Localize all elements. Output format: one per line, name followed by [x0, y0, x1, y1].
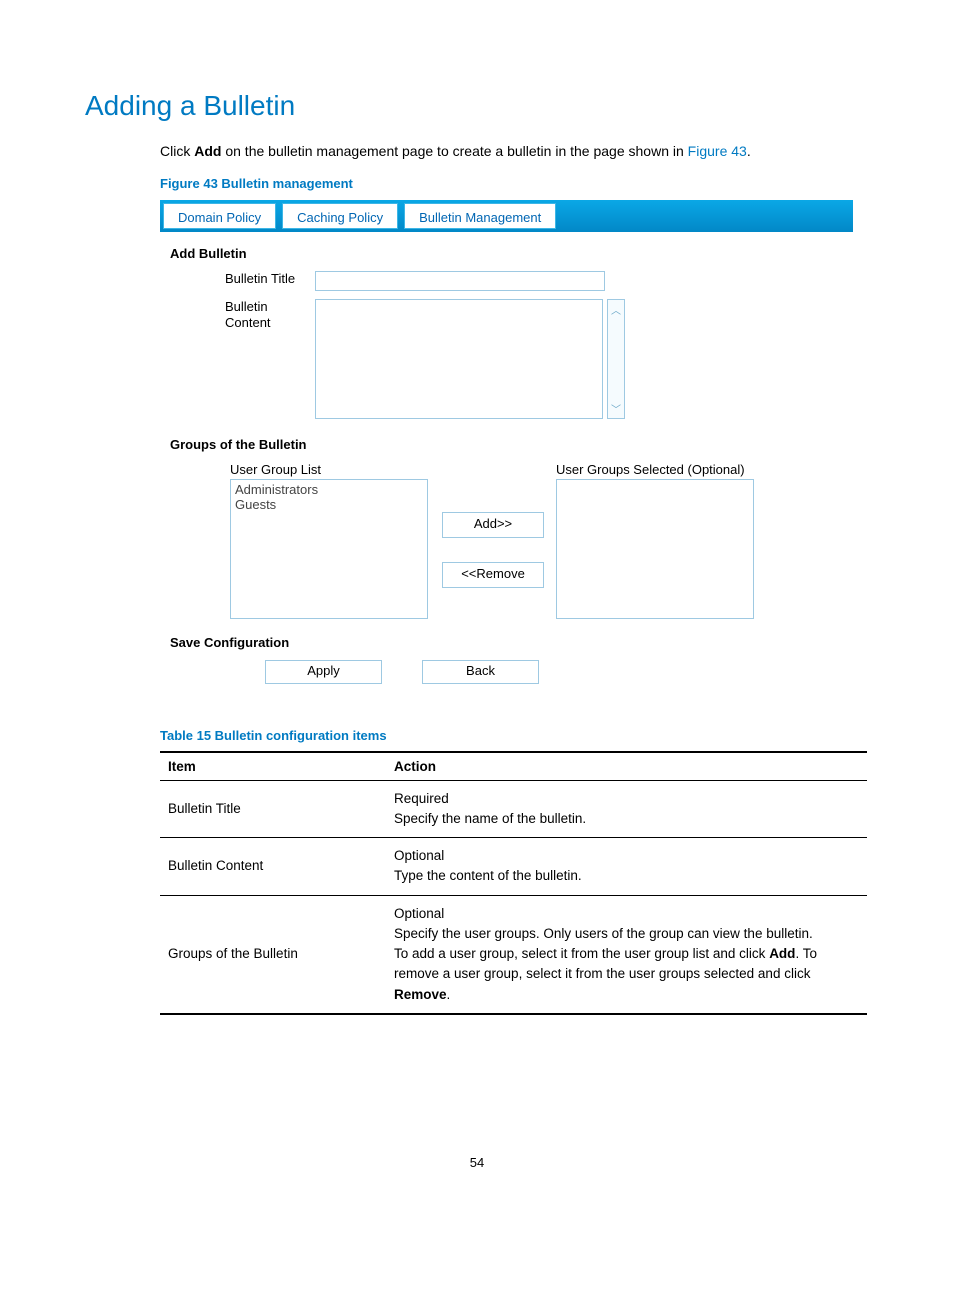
add-button[interactable]: Add>> [442, 512, 544, 538]
tab-bulletin-management[interactable]: Bulletin Management [404, 203, 556, 229]
action-line: Specify the user groups. Only users of t… [394, 924, 859, 944]
section-groups: Groups of the Bulletin [170, 437, 843, 452]
listbox-selected-groups[interactable] [556, 479, 754, 619]
action-line: Specify the name of the bulletin. [394, 809, 859, 829]
th-action: Action [386, 752, 867, 781]
cell-action: Optional Specify the user groups. Only u… [386, 895, 867, 1014]
label-bulletin-content: Bulletin Content [225, 299, 315, 419]
intro-pre: Click [160, 143, 194, 159]
action-line: Optional [394, 904, 859, 924]
listbox-user-groups[interactable]: Administrators Guests [230, 479, 428, 619]
cell-action: Required Specify the name of the bulleti… [386, 780, 867, 838]
remove-button[interactable]: <<Remove [442, 562, 544, 588]
action-line: Optional [394, 846, 859, 866]
action-line: To add a user group, select it from the … [394, 944, 859, 1005]
config-table: Item Action Bulletin Title Required Spec… [160, 751, 867, 1015]
cell-action: Optional Type the content of the bulleti… [386, 838, 867, 896]
intro-post: on the bulletin management page to creat… [221, 143, 687, 159]
action-line: Required [394, 789, 859, 809]
page-number: 54 [85, 1155, 869, 1170]
page-title: Adding a Bulletin [85, 90, 869, 122]
input-bulletin-title[interactable] [315, 271, 605, 291]
table-caption: Table 15 Bulletin configuration items [160, 728, 869, 743]
textarea-bulletin-content[interactable] [315, 299, 603, 419]
table-row: Bulletin Content Optional Type the conte… [160, 838, 867, 896]
textarea-scrollbar[interactable]: ︿ ﹀ [607, 299, 625, 419]
section-save: Save Configuration [170, 635, 843, 650]
apply-button[interactable]: Apply [265, 660, 382, 684]
intro-bold: Add [194, 143, 221, 159]
intro-paragraph: Click Add on the bulletin management pag… [160, 142, 869, 162]
chevron-up-icon: ︿ [611, 302, 621, 317]
intro-end: . [747, 143, 751, 159]
figure-screenshot: Domain Policy Caching Policy Bulletin Ma… [160, 199, 853, 700]
section-add-bulletin: Add Bulletin [170, 246, 843, 261]
table-row: Groups of the Bulletin Optional Specify … [160, 895, 867, 1014]
cell-item: Groups of the Bulletin [160, 895, 386, 1014]
th-item: Item [160, 752, 386, 781]
chevron-down-icon: ﹀ [611, 401, 621, 416]
cell-item: Bulletin Content [160, 838, 386, 896]
table-row: Bulletin Title Required Specify the name… [160, 780, 867, 838]
back-button[interactable]: Back [422, 660, 539, 684]
figure-caption: Figure 43 Bulletin management [160, 176, 869, 191]
tab-caching-policy[interactable]: Caching Policy [282, 203, 398, 229]
tab-bar: Domain Policy Caching Policy Bulletin Ma… [160, 200, 853, 232]
cell-item: Bulletin Title [160, 780, 386, 838]
label-bulletin-title: Bulletin Title [225, 271, 315, 291]
label-user-groups-selected: User Groups Selected (Optional) [556, 462, 756, 477]
tab-domain-policy[interactable]: Domain Policy [163, 203, 276, 229]
list-item[interactable]: Guests [235, 497, 423, 512]
label-user-group-list: User Group List [230, 462, 430, 477]
list-item[interactable]: Administrators [235, 482, 423, 497]
action-line: Type the content of the bulletin. [394, 866, 859, 886]
figure-link[interactable]: Figure 43 [688, 143, 747, 159]
